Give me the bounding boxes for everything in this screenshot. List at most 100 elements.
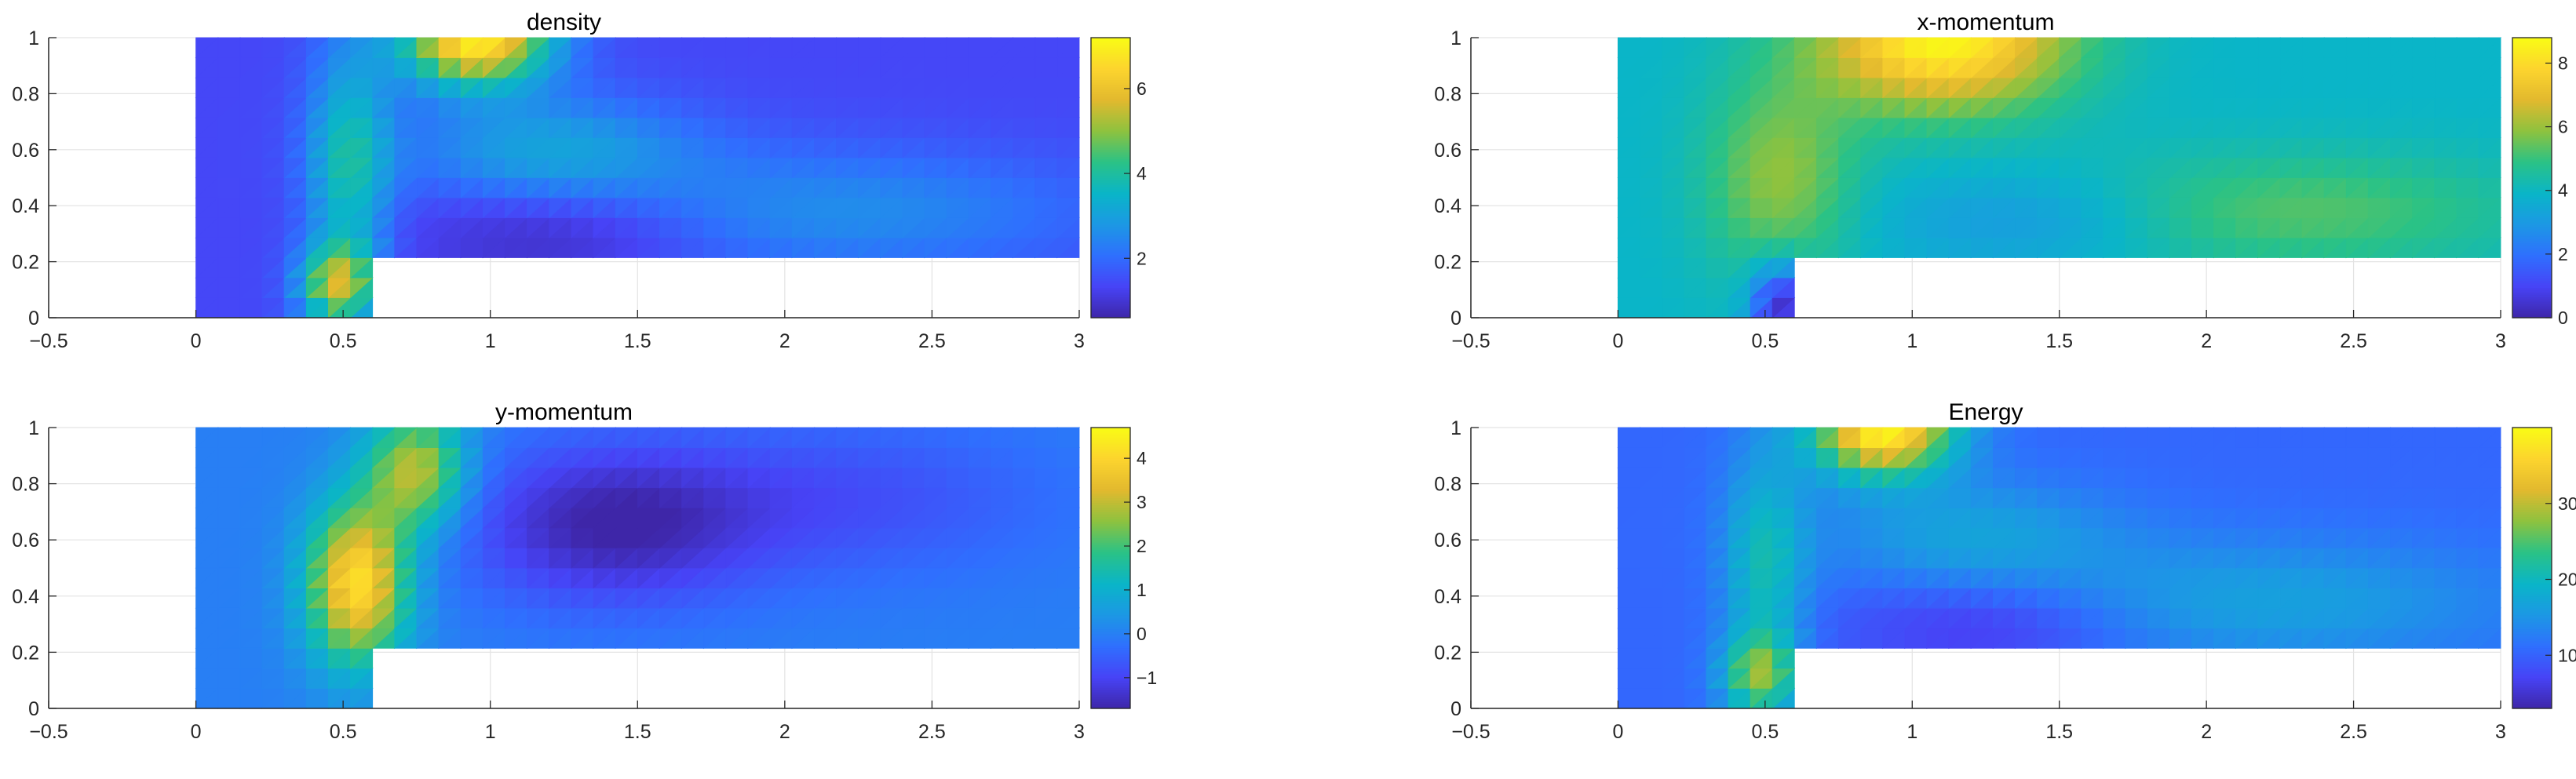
colorbar-segment (2512, 533, 2552, 536)
mesh-cell (858, 427, 881, 449)
mesh-cell (2301, 427, 2326, 449)
x-tick-label: 1 (1906, 721, 1917, 743)
colorbar-segment (1091, 184, 1130, 187)
colorbar-segment (2512, 137, 2552, 141)
colorbar-segment (2512, 84, 2552, 88)
colorbar-segment (1091, 297, 1130, 300)
y-tick-label: 0.6 (12, 530, 39, 551)
colorbar-segment (2512, 217, 2552, 220)
colorbar-segment (1091, 154, 1130, 158)
chart-title: y-momentum (495, 399, 633, 425)
colorbar-segment (1091, 521, 1130, 524)
mesh-cell (195, 37, 219, 59)
mesh-cell (968, 37, 992, 59)
colorbar: −1 0 1 2 3 4 (1090, 427, 1157, 709)
colorbar-segment (2512, 206, 2552, 209)
colorbar-segment (2512, 495, 2552, 499)
colorbar-segment (1091, 631, 1130, 635)
mesh-cell (615, 427, 639, 449)
mesh-cell (2412, 37, 2436, 59)
colorbar-segment (2512, 249, 2552, 253)
colorbar-segment (1091, 49, 1130, 53)
mesh-cell (1640, 427, 1663, 449)
colorbar-segment (2512, 706, 2552, 709)
mesh-cell (769, 37, 794, 59)
y-tick-label: 1 (1450, 27, 1461, 49)
colorbar-segment (1091, 544, 1130, 548)
colorbar-segment (1091, 242, 1130, 246)
colorbar-segment (1091, 313, 1130, 316)
colorbar-segment (1091, 151, 1130, 155)
mesh-cell (527, 427, 550, 449)
mesh-cell (1948, 37, 1972, 59)
colorbar-segment (1091, 189, 1130, 192)
colorbar-segment (1091, 628, 1130, 632)
colorbar-segment (2512, 117, 2552, 120)
colorbar-segment (2512, 701, 2552, 704)
colorbar-segment (2512, 664, 2552, 667)
x-tick-label: −0.5 (29, 330, 68, 352)
mesh-cell (305, 37, 330, 59)
colorbar-segment (1091, 182, 1130, 186)
colorbar-segment (2512, 268, 2552, 272)
colorbar-segment (1091, 453, 1130, 457)
colorbar-segment (1091, 147, 1130, 151)
colorbar-segment (2512, 173, 2552, 177)
mesh-cell (1860, 37, 1884, 59)
colorbar-segment (2512, 544, 2552, 548)
colorbar-segment (1091, 537, 1130, 541)
colorbar-segment (2512, 640, 2552, 644)
colorbar-segment (2512, 301, 2552, 304)
colorbar-segment (1091, 220, 1130, 223)
colorbar-segment (1091, 72, 1130, 76)
colorbar-segment (1091, 523, 1130, 526)
colorbar-tick-label: 4 (1137, 163, 1147, 184)
colorbar-segment (2512, 493, 2552, 497)
colorbar-segment (1091, 292, 1130, 295)
colorbar-segment (1091, 621, 1130, 625)
mesh-cell (1771, 427, 1796, 449)
colorbar-segment (2512, 287, 2552, 290)
mesh-cell (637, 427, 661, 449)
colorbar-segment (1091, 668, 1130, 672)
colorbar-segment (1091, 638, 1130, 642)
colorbar-tick-label: −1 (1137, 668, 1157, 688)
mesh-cell (1992, 427, 2016, 449)
colorbar-segment (1091, 659, 1130, 662)
colorbar-segment (1091, 282, 1130, 286)
mesh-cell (2015, 427, 2038, 449)
x-tick-label: 1.5 (624, 330, 651, 352)
colorbar-segment (2512, 158, 2552, 162)
colorbar-segment (2512, 476, 2552, 480)
mesh-cell (1816, 37, 1840, 59)
flow-field (1617, 427, 2502, 709)
mesh-cell (1728, 427, 1752, 449)
colorbar-segment (1091, 201, 1130, 204)
colorbar-segment (2512, 308, 2552, 311)
colorbar-segment (1091, 110, 1130, 113)
colorbar-segment (1091, 119, 1130, 122)
colorbar-segment (1091, 428, 1130, 431)
colorbar-segment (1091, 161, 1130, 165)
colorbar-segment (1091, 82, 1130, 86)
mesh-cell (991, 37, 1014, 59)
mesh-cell (2235, 427, 2259, 449)
mesh-cell (2059, 37, 2082, 59)
colorbar-segment (1091, 142, 1130, 146)
mesh-cell (1793, 427, 1818, 449)
mesh-cell (505, 427, 528, 449)
mesh-cell (681, 37, 705, 59)
y-tick-label: 0 (28, 308, 39, 329)
mesh-cell (1838, 37, 1862, 59)
colorbar-segment (2512, 690, 2552, 693)
colorbar-segment (1091, 476, 1130, 480)
colorbar-segment (2512, 67, 2552, 71)
mesh-cell (2213, 427, 2237, 449)
colorbar-segment (2512, 457, 2552, 461)
colorbar-segment (1091, 547, 1130, 550)
x-tick-label: −0.5 (1451, 330, 1490, 352)
mesh-cell (549, 427, 572, 449)
colorbar-segment (2512, 464, 2552, 468)
colorbar-segment (2512, 486, 2552, 490)
colorbar-segment (2512, 79, 2552, 83)
